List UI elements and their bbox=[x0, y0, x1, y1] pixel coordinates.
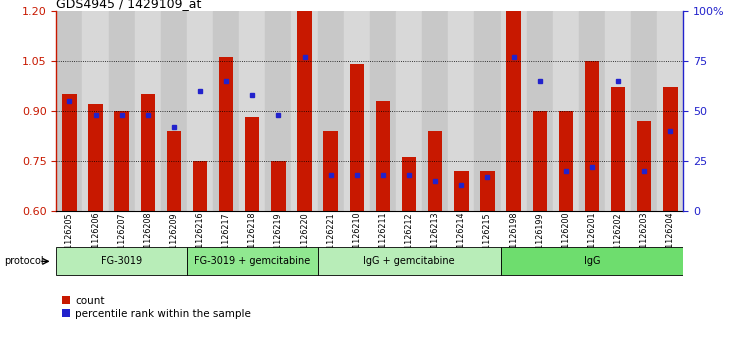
Bar bbox=[611, 87, 626, 211]
Bar bbox=[324, 131, 338, 211]
Bar bbox=[89, 104, 103, 211]
Bar bbox=[167, 131, 181, 211]
Text: IgG + gemcitabine: IgG + gemcitabine bbox=[363, 256, 455, 266]
Bar bbox=[579, 11, 605, 211]
Bar bbox=[291, 11, 318, 211]
Text: IgG: IgG bbox=[584, 256, 600, 266]
Bar bbox=[271, 160, 285, 211]
Bar bbox=[396, 11, 422, 211]
Bar bbox=[193, 160, 207, 211]
Bar bbox=[605, 11, 631, 211]
Bar bbox=[637, 121, 651, 211]
Bar bbox=[109, 11, 134, 211]
Bar bbox=[376, 101, 390, 211]
Bar bbox=[454, 171, 469, 211]
Bar bbox=[663, 87, 677, 211]
Bar bbox=[657, 11, 683, 211]
Bar bbox=[240, 11, 265, 211]
Bar bbox=[219, 57, 234, 211]
Bar bbox=[344, 11, 369, 211]
Bar bbox=[56, 11, 83, 211]
Bar bbox=[369, 11, 396, 211]
Text: FG-3019: FG-3019 bbox=[101, 256, 142, 266]
Bar bbox=[187, 248, 318, 275]
Bar bbox=[422, 11, 448, 211]
Bar bbox=[631, 11, 657, 211]
Text: GDS4945 / 1429109_at: GDS4945 / 1429109_at bbox=[56, 0, 202, 10]
Bar bbox=[83, 11, 109, 211]
Text: FG-3019 + gemcitabine: FG-3019 + gemcitabine bbox=[195, 256, 310, 266]
Bar bbox=[187, 11, 213, 211]
Bar bbox=[585, 61, 599, 211]
Bar bbox=[559, 111, 573, 211]
Bar bbox=[161, 11, 187, 211]
Bar bbox=[318, 248, 500, 275]
Bar bbox=[500, 11, 526, 211]
Bar bbox=[56, 248, 187, 275]
Legend: count, percentile rank within the sample: count, percentile rank within the sample bbox=[62, 295, 251, 319]
Bar bbox=[265, 11, 291, 211]
Bar bbox=[506, 11, 520, 211]
Text: protocol: protocol bbox=[4, 256, 44, 266]
Bar bbox=[140, 94, 155, 211]
Bar bbox=[428, 131, 442, 211]
Bar bbox=[350, 64, 364, 211]
Bar bbox=[532, 111, 547, 211]
Bar bbox=[134, 11, 161, 211]
Bar bbox=[526, 11, 553, 211]
Bar bbox=[245, 117, 260, 211]
Bar bbox=[297, 11, 312, 211]
Bar bbox=[500, 248, 683, 275]
Bar bbox=[114, 111, 129, 211]
Bar bbox=[553, 11, 579, 211]
Bar bbox=[402, 157, 416, 211]
Bar bbox=[448, 11, 475, 211]
Bar bbox=[62, 94, 77, 211]
Bar bbox=[475, 11, 500, 211]
Bar bbox=[213, 11, 240, 211]
Bar bbox=[318, 11, 344, 211]
Bar bbox=[480, 171, 495, 211]
